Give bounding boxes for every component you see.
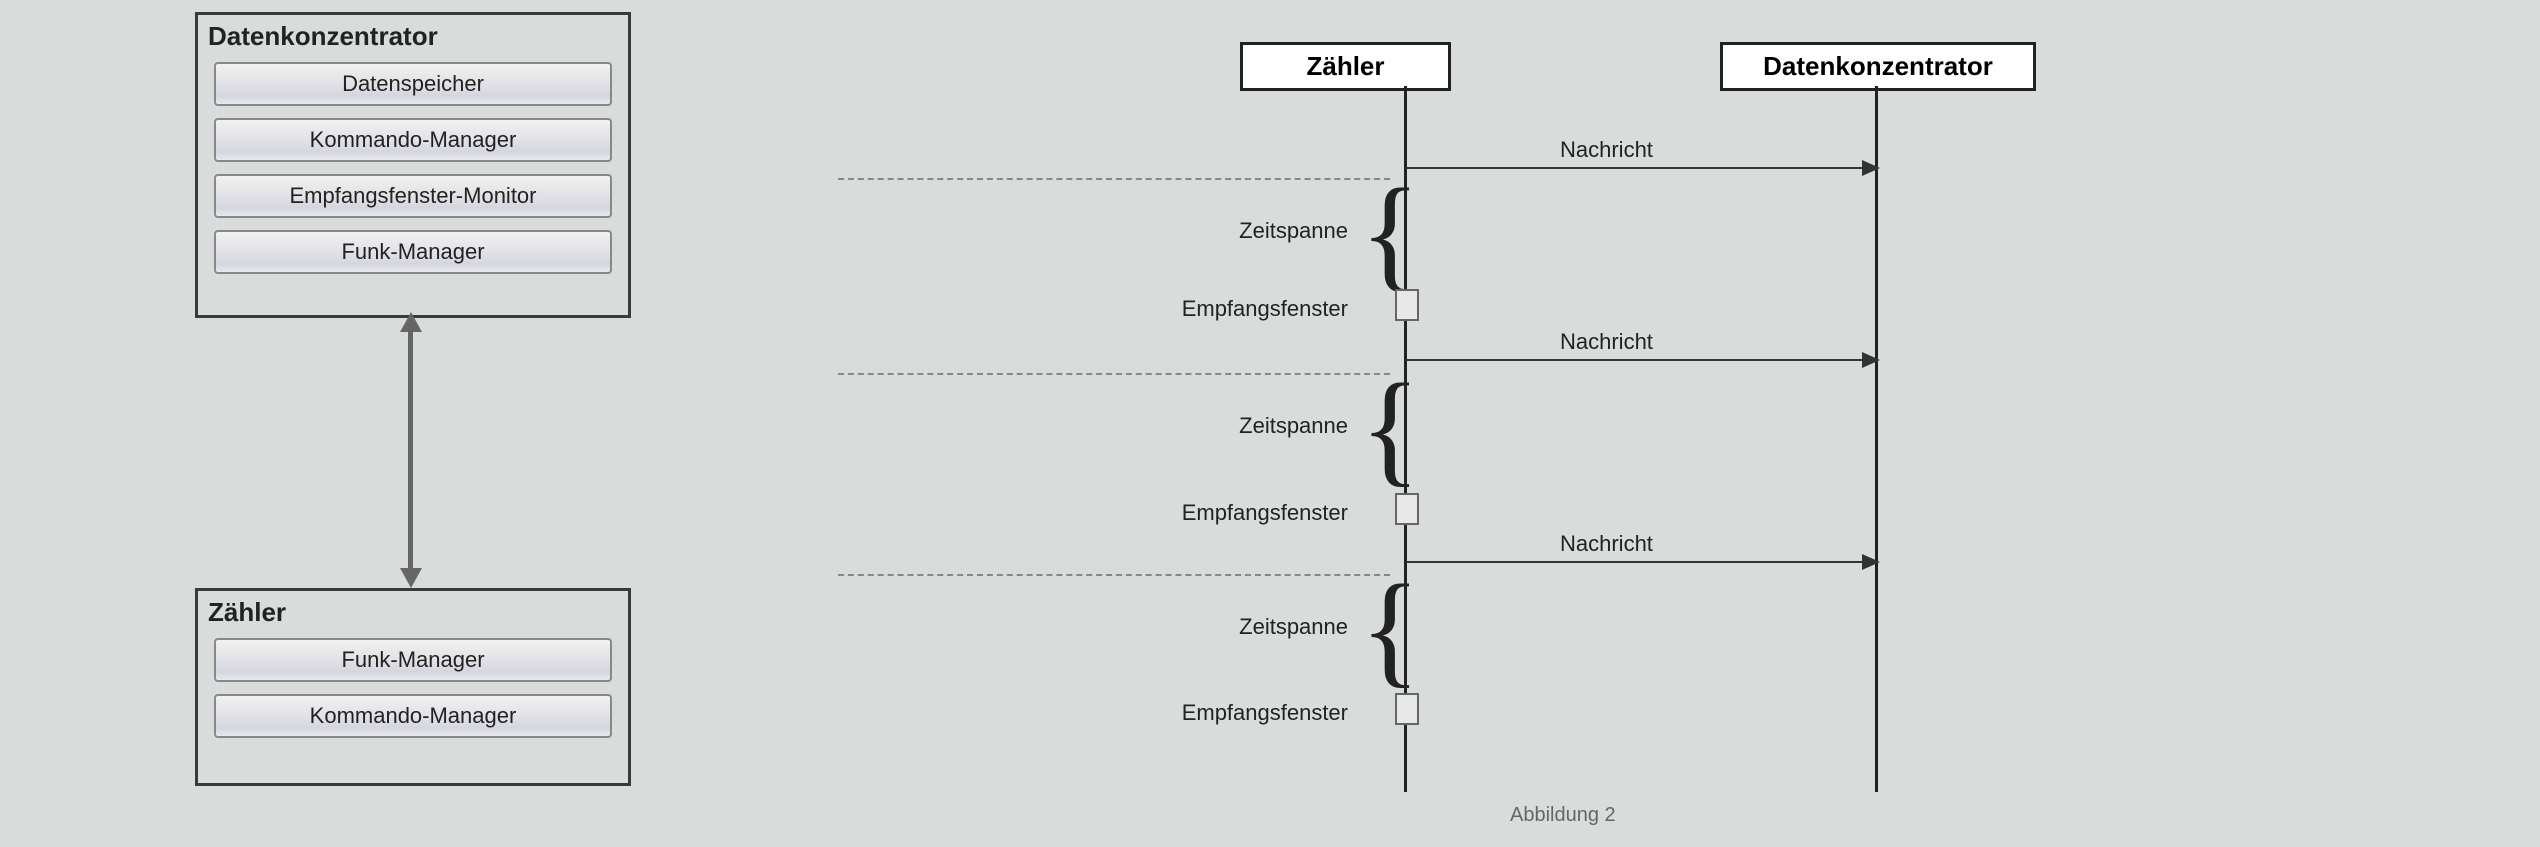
seq-zeitspanne-label-2: Zeitspanne (1148, 614, 1348, 640)
connector-line (408, 330, 413, 570)
seq-msg-line-0 (1406, 167, 1862, 169)
zaehler-box-item-0: Funk-Manager (214, 638, 612, 682)
datenkonzentrator-box-title: Datenkonzentrator (198, 15, 628, 62)
connector-arrow-down-icon (400, 568, 422, 588)
seq-empfangsfenster-label-2: Empfangsfenster (1148, 700, 1348, 726)
seq-activation-1 (1395, 493, 1419, 525)
seq-dash-0 (838, 178, 1390, 180)
seq-msg-label-1: Nachricht (1560, 329, 1653, 355)
datenkonzentrator-box-item-2: Empfangsfenster-Monitor (214, 174, 612, 218)
seq-msg-arrow-icon-0 (1862, 160, 1880, 176)
zaehler-box-item-1: Kommando-Manager (214, 694, 612, 738)
seq-activation-2 (1395, 693, 1419, 725)
seq-msg-line-2 (1406, 561, 1862, 563)
seq-head-zaehler: Zähler (1240, 42, 1451, 91)
zaehler-box-title: Zähler (198, 591, 628, 638)
zaehler-box: ZählerFunk-Manager Kommando-Manager (195, 588, 631, 786)
seq-dash-1 (838, 373, 1390, 375)
datenkonzentrator-box-item-3: Funk-Manager (214, 230, 612, 274)
seq-zeitspanne-label-1: Zeitspanne (1148, 413, 1348, 439)
seq-msg-label-2: Nachricht (1560, 531, 1653, 557)
seq-brace-0: { (1360, 186, 1420, 282)
seq-zeitspanne-label-0: Zeitspanne (1148, 218, 1348, 244)
seq-head-datenkonzentrator: Datenkonzentrator (1720, 42, 2036, 91)
seq-dash-2 (838, 574, 1390, 576)
seq-empfangsfenster-label-1: Empfangsfenster (1148, 500, 1348, 526)
seq-msg-line-1 (1406, 359, 1862, 361)
seq-brace-2: { (1360, 582, 1420, 678)
connector-arrow-up-icon (400, 312, 422, 332)
datenkonzentrator-box-item-0: Datenspeicher (214, 62, 612, 106)
seq-brace-1: { (1360, 381, 1420, 477)
datenkonzentrator-box-item-1: Kommando-Manager (214, 118, 612, 162)
seq-msg-arrow-icon-1 (1862, 352, 1880, 368)
datenkonzentrator-box: DatenkonzentratorDatenspeicher Kommando-M… (195, 12, 631, 318)
seq-activation-0 (1395, 289, 1419, 321)
seq-empfangsfenster-label-0: Empfangsfenster (1148, 296, 1348, 322)
seq-msg-label-0: Nachricht (1560, 137, 1653, 163)
seq-msg-arrow-icon-2 (1862, 554, 1880, 570)
figure-caption: Abbildung 2 (1510, 804, 1616, 827)
lifeline-datenkonzentrator (1875, 86, 1878, 792)
